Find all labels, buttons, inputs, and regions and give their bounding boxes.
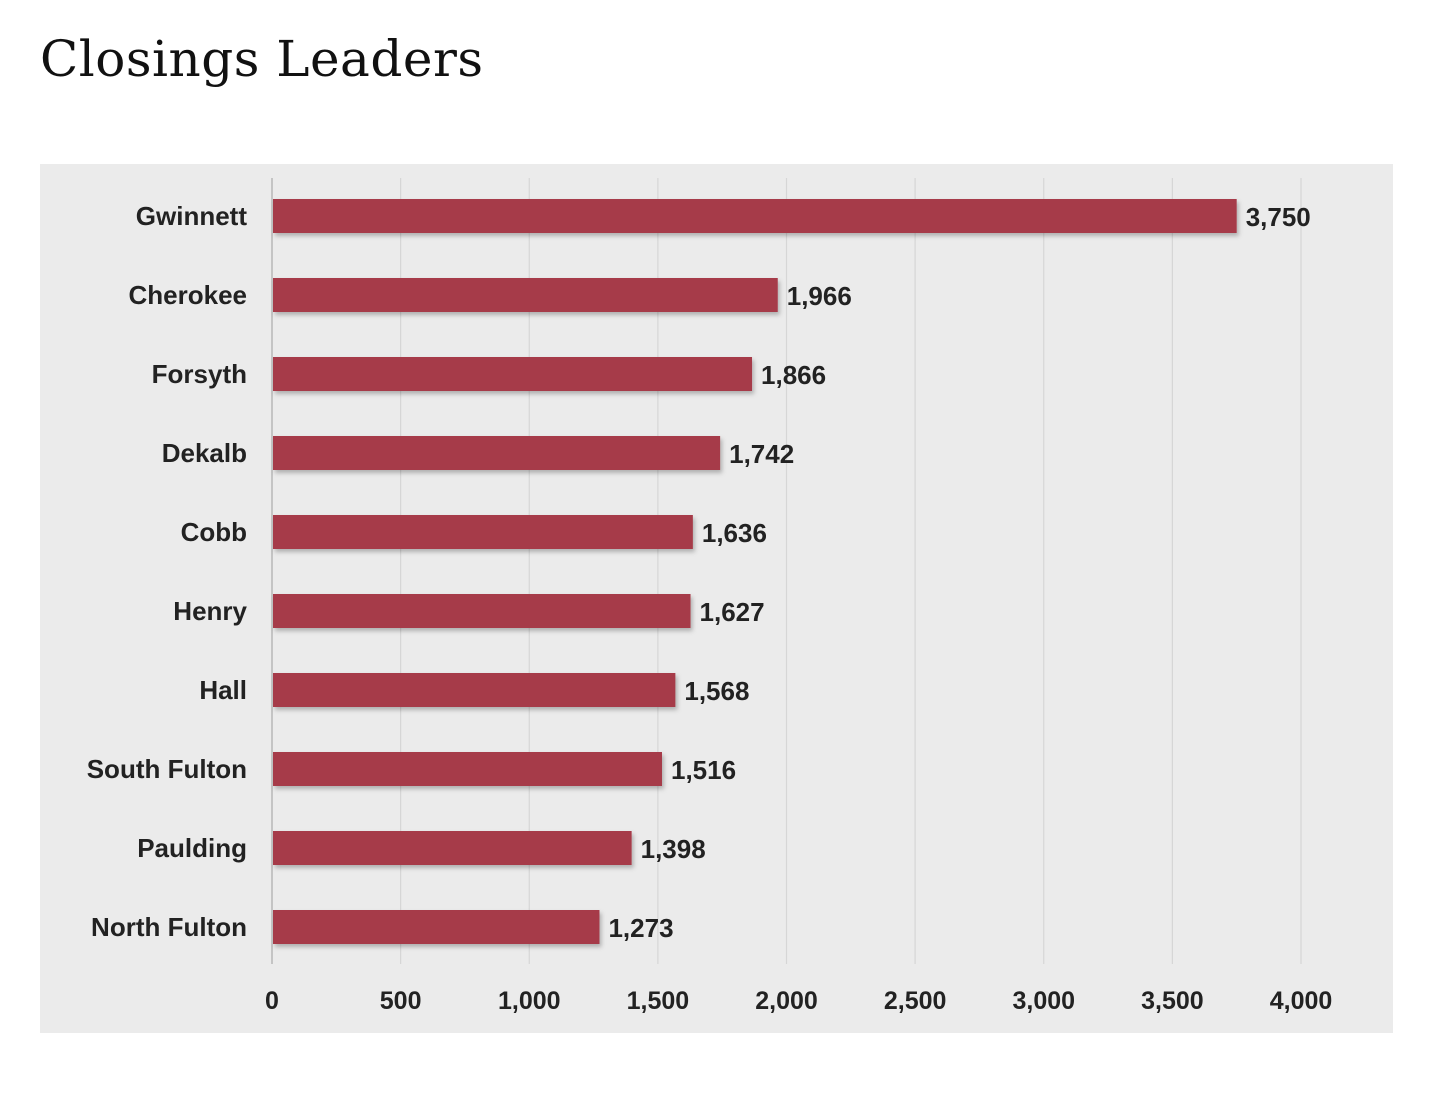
category-label: Forsyth: [152, 359, 247, 389]
category-label: North Fulton: [91, 912, 247, 942]
category-label: South Fulton: [87, 754, 247, 784]
category-label: Hall: [199, 675, 247, 705]
bar-cobb: [273, 515, 693, 549]
bar-forsyth: [273, 357, 753, 391]
x-tick-label: 2,500: [884, 987, 947, 1015]
x-tick-label: 1,500: [627, 987, 690, 1015]
category-label: Cherokee: [129, 280, 248, 310]
bar-cherokee: [273, 278, 778, 312]
value-label: 3,750: [1246, 202, 1311, 232]
value-label: 1,516: [671, 755, 736, 785]
bar-gwinnett: [273, 199, 1237, 233]
value-label: 1,866: [761, 360, 826, 390]
value-label: 1,966: [787, 281, 852, 311]
x-tick-label: 3,500: [1141, 987, 1204, 1015]
value-label: 1,568: [684, 676, 749, 706]
bar-hall: [273, 673, 676, 707]
chart-panel: 0 500 1,000 1,500 2,000 2,500 3,000 3,500 4,000 G…: [40, 164, 1393, 1033]
value-label: 1,742: [729, 439, 794, 469]
category-label: Dekalb: [162, 438, 247, 468]
bar-north-fulton: [273, 910, 600, 944]
value-label: 1,398: [641, 834, 706, 864]
x-tick-label: 0: [265, 987, 279, 1015]
category-label: Paulding: [137, 833, 247, 863]
x-tick-label: 1,000: [498, 987, 561, 1015]
bars: [273, 199, 1237, 944]
page-title: Closings Leaders: [40, 30, 484, 88]
value-label: 1,627: [700, 597, 765, 627]
x-tick-label: 2,000: [755, 987, 818, 1015]
labels: 0 500 1,000 1,500 2,000 2,500 3,000 3,500 4,000 G…: [87, 201, 1333, 1015]
value-label: 1,636: [702, 518, 767, 548]
category-label: Gwinnett: [136, 201, 248, 231]
x-tick-label: 3,000: [1012, 987, 1075, 1015]
value-label: 1,273: [608, 913, 673, 943]
bar-dekalb: [273, 436, 721, 470]
bar-henry: [273, 594, 691, 628]
x-tick-label: 500: [380, 987, 422, 1015]
x-tick-label: 4,000: [1270, 987, 1333, 1015]
bar-south-fulton: [273, 752, 662, 786]
bar-chart: 0 500 1,000 1,500 2,000 2,500 3,000 3,500 4,000 G…: [87, 178, 1333, 1015]
bar-paulding: [273, 831, 632, 865]
category-label: Cobb: [181, 517, 247, 547]
category-label: Henry: [173, 596, 247, 626]
